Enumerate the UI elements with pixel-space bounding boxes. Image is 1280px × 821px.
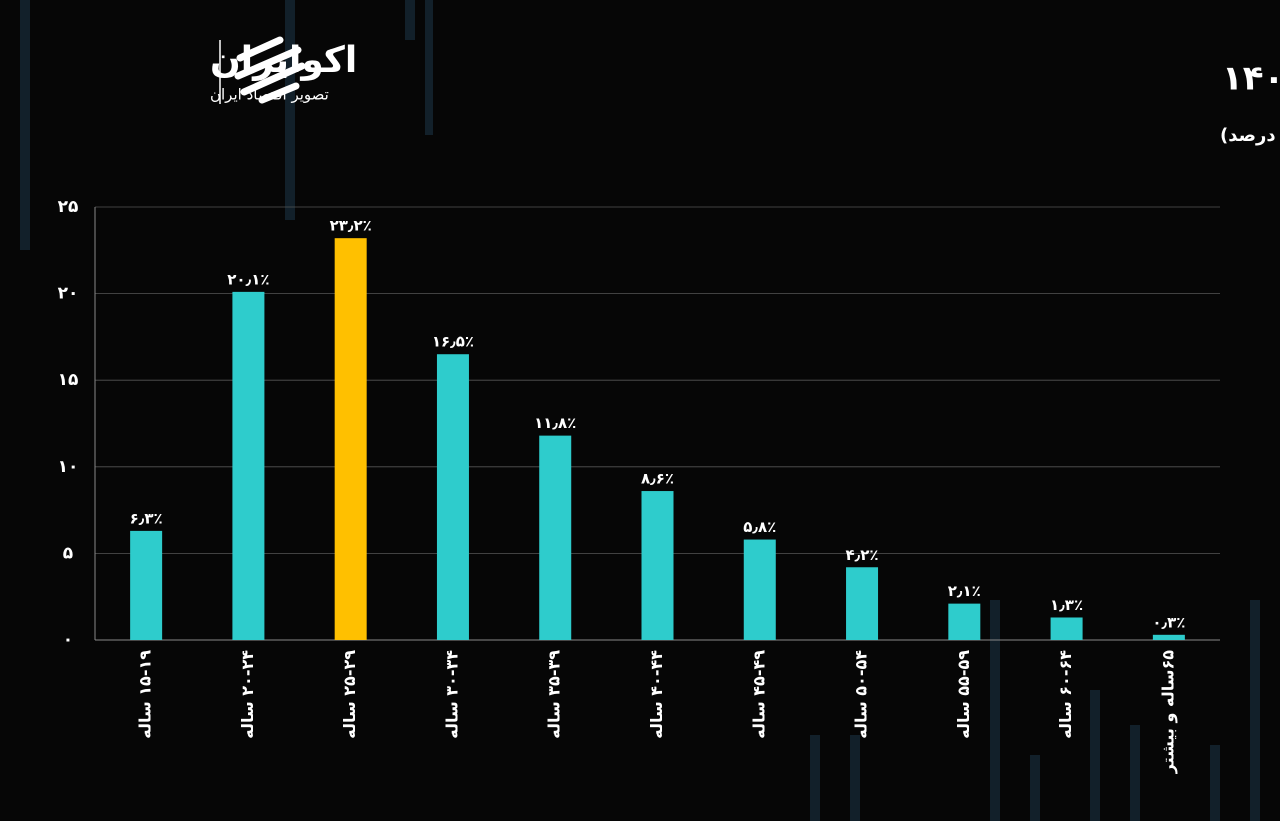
value-label: ۲۳٫۲٪	[330, 217, 372, 235]
bar	[436, 354, 469, 640]
brand-tagline: تصویر اقتصاد ایران	[210, 86, 329, 104]
x-tick-label: ۱۵-۱۹ ساله	[136, 650, 155, 739]
x-tick-label: ۶۵ساله و بیشتر	[1158, 650, 1177, 775]
bar	[1050, 617, 1083, 640]
x-tick-label: ۲۰-۲۴ ساله	[238, 650, 257, 739]
y-tick-label: ۱۵	[58, 370, 79, 390]
bar	[334, 238, 367, 640]
x-tick-label: ۲۵-۲۹ ساله	[340, 650, 359, 739]
value-label: ۲٫۱٪	[948, 582, 981, 600]
bar	[743, 539, 776, 640]
x-tick-label: ۶۰-۶۴ ساله	[1056, 650, 1075, 739]
bar	[232, 291, 265, 640]
value-label: ۲۰٫۱٪	[227, 270, 269, 288]
logo-icon	[234, 36, 306, 104]
x-tick-label: ۳۵-۳۹ ساله	[545, 650, 564, 739]
value-label: ۰٫۳٪	[1152, 613, 1185, 631]
value-label: ۱۶٫۵٪	[432, 333, 474, 351]
value-label: ۴٫۲٪	[846, 546, 879, 564]
value-label: ۱۱٫۸٪	[534, 414, 576, 432]
chart-subtitle: (واحد: درصد)	[1220, 125, 1280, 146]
y-tick-label: ۵	[63, 543, 73, 563]
bar	[641, 491, 674, 640]
y-tick-label: ۲۰	[58, 284, 79, 304]
bar	[539, 435, 572, 640]
x-tick-label: ۴۰-۴۴ ساله	[647, 650, 666, 739]
bar	[1152, 634, 1185, 640]
chart-title: هرم سنی جمعیت مردان بیکار در سال ۱۴۰۲	[1222, 59, 1280, 99]
x-tick-label: ۵۰-۵۴ ساله	[852, 650, 871, 739]
y-tick-label: ۲۵	[58, 197, 79, 217]
value-label: ۸٫۶٪	[641, 470, 674, 488]
value-label: ۱٫۳٪	[1050, 596, 1083, 614]
bar	[846, 567, 879, 640]
bar	[130, 530, 163, 640]
x-tick-label: ۳۰-۳۴ ساله	[442, 650, 461, 739]
value-label: ۶٫۳٪	[130, 509, 163, 527]
x-tick-label: ۵۵-۵۹ ساله	[954, 650, 973, 739]
brand-name: اکوایران	[210, 40, 357, 81]
value-label: ۵٫۸٪	[743, 518, 776, 536]
y-tick-label: ۱۰	[58, 457, 79, 477]
bar	[948, 603, 981, 640]
decor	[20, 0, 1260, 821]
x-tick-label: ۴۵-۴۹ ساله	[749, 650, 768, 739]
y-tick-label: ۰	[63, 630, 73, 650]
logo: اکوایران تصویر اقتصاد ایران	[210, 36, 357, 104]
